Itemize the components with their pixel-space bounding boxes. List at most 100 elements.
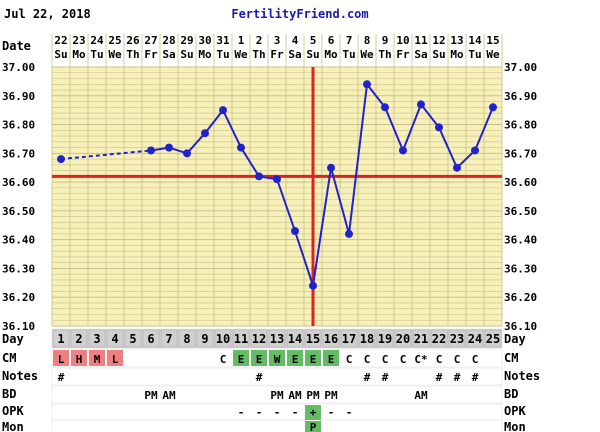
- opk-value: +: [310, 406, 317, 419]
- opk-value: -: [328, 406, 335, 419]
- opk-value: -: [256, 406, 263, 419]
- opk-value: -: [346, 406, 353, 419]
- temp-point: [255, 172, 263, 181]
- cm-value: C: [436, 353, 443, 366]
- temp-line: [384, 106, 404, 151]
- notes-value: #: [58, 371, 65, 384]
- grid-layer: [51, 34, 503, 327]
- day-cell: [412, 329, 430, 348]
- row-label-bd: BD: [2, 387, 16, 401]
- day-cell: [358, 329, 376, 348]
- weekday-label: Su: [54, 48, 67, 61]
- weekday-label: Tu: [90, 48, 103, 61]
- day-number: 8: [183, 332, 190, 346]
- weekday-label: We: [360, 48, 374, 61]
- cm-cell: [89, 350, 105, 366]
- bd-value: AM: [288, 389, 302, 402]
- temp-line: [348, 84, 368, 235]
- weekday-label: Tu: [216, 48, 229, 61]
- cm-value: E: [292, 353, 299, 366]
- y-tick-label-left: 36.20: [2, 291, 35, 304]
- day-cell: [250, 329, 268, 348]
- cm-value: C: [400, 353, 407, 366]
- temp-line: [204, 109, 224, 134]
- row-label-opk: OPK: [2, 404, 24, 418]
- day-cell: [340, 329, 358, 348]
- day-cell: [322, 329, 340, 348]
- cm-cell: [287, 350, 303, 366]
- temp-line: [222, 109, 242, 149]
- plot-area: [52, 67, 502, 326]
- monitor-value: P: [310, 421, 317, 432]
- temp-point: [147, 146, 155, 155]
- day-number: 6: [147, 332, 154, 346]
- temp-point: [183, 149, 191, 158]
- date-label: 14: [468, 34, 482, 47]
- y-tick-label-right: 36.20: [504, 291, 537, 304]
- bd-value: PM: [306, 389, 320, 402]
- notes-value: #: [436, 371, 443, 384]
- y-tick-label-right: 36.70: [504, 147, 537, 160]
- weekday-label: Sa: [162, 48, 175, 61]
- opk-value: -: [292, 406, 299, 419]
- notes-value: #: [472, 371, 479, 384]
- monitor-cell: [305, 421, 321, 432]
- day-cell: [448, 329, 466, 348]
- notes-value: #: [382, 371, 389, 384]
- notes-value: #: [256, 371, 263, 384]
- day-cell: [214, 329, 232, 348]
- cm-cell: [107, 350, 123, 366]
- cm-value: L: [58, 353, 65, 366]
- day-cell: [304, 329, 322, 348]
- day-number: 10: [216, 332, 230, 346]
- temp-line: [474, 106, 494, 151]
- day-cell: [376, 329, 394, 348]
- bd-value: PM: [270, 389, 284, 402]
- day-number: 5: [129, 332, 136, 346]
- day-number: 7: [165, 332, 172, 346]
- y-tick-label-right: 36.40: [504, 234, 537, 247]
- date-label: 22: [54, 34, 67, 47]
- day-number: 18: [360, 332, 374, 346]
- table-row-notes: [51, 367, 503, 386]
- day-cell: [286, 329, 304, 348]
- date-label: 7: [346, 34, 353, 47]
- weekday-label: Mo: [198, 48, 212, 61]
- temp-point: [363, 80, 371, 89]
- weekday-label: We: [234, 48, 248, 61]
- day-number: 22: [432, 332, 446, 346]
- cm-value: H: [76, 353, 83, 366]
- temp-line-dashed: [60, 149, 152, 161]
- date-label: 8: [364, 34, 371, 47]
- day-number: 25: [486, 332, 500, 346]
- date-label: 27: [144, 34, 157, 47]
- cm-value: C*: [414, 353, 427, 366]
- date-label: 15: [486, 34, 499, 47]
- day-cell: [466, 329, 484, 348]
- day-cell: [430, 329, 448, 348]
- day-number: 24: [468, 332, 482, 346]
- y-tick-label-left: 36.90: [2, 90, 35, 103]
- date-label: 24: [90, 34, 104, 47]
- date-label: 12: [432, 34, 445, 47]
- day-number: 23: [450, 332, 464, 346]
- day-number: 2: [75, 332, 82, 346]
- weekday-label: Su: [180, 48, 193, 61]
- day-number: 20: [396, 332, 410, 346]
- text-layer: Jul 22, 2018 FertilityFriend.com 37.00 37.0…: [2, 7, 540, 432]
- temp-line: [294, 230, 314, 287]
- temp-line: [438, 127, 458, 169]
- opk-positive-cell: [305, 405, 321, 420]
- temp-line: [420, 103, 440, 129]
- chart-date-header: Jul 22, 2018: [4, 7, 91, 21]
- row-label-right-cm: CM: [504, 351, 518, 365]
- temp-point: [435, 123, 443, 132]
- weekday-label: Tu: [342, 48, 355, 61]
- temp-line: [276, 178, 296, 232]
- date-label: 29: [180, 34, 193, 47]
- day-number: 13: [270, 332, 284, 346]
- opk-value: -: [274, 406, 281, 419]
- weekday-label: Th: [126, 48, 139, 61]
- weekday-label: Th: [252, 48, 265, 61]
- date-label: 11: [414, 34, 428, 47]
